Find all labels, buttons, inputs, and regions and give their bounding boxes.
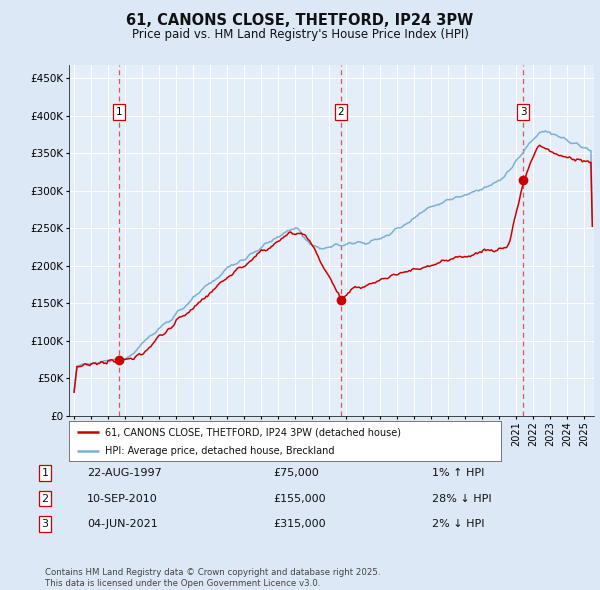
Text: 61, CANONS CLOSE, THETFORD, IP24 3PW (detached house): 61, CANONS CLOSE, THETFORD, IP24 3PW (de… <box>105 427 401 437</box>
Text: 61, CANONS CLOSE, THETFORD, IP24 3PW: 61, CANONS CLOSE, THETFORD, IP24 3PW <box>127 13 473 28</box>
Text: HPI: Average price, detached house, Breckland: HPI: Average price, detached house, Brec… <box>105 445 334 455</box>
Text: Contains HM Land Registry data © Crown copyright and database right 2025.
This d: Contains HM Land Registry data © Crown c… <box>45 568 380 588</box>
Text: 2: 2 <box>338 107 344 117</box>
Text: 3: 3 <box>520 107 526 117</box>
Text: Price paid vs. HM Land Registry's House Price Index (HPI): Price paid vs. HM Land Registry's House … <box>131 28 469 41</box>
Text: 3: 3 <box>41 519 49 529</box>
Text: 10-SEP-2010: 10-SEP-2010 <box>87 494 158 503</box>
Text: £315,000: £315,000 <box>273 519 326 529</box>
Text: 2: 2 <box>41 494 49 503</box>
Text: £75,000: £75,000 <box>273 468 319 478</box>
Text: 2% ↓ HPI: 2% ↓ HPI <box>432 519 485 529</box>
Text: 1% ↑ HPI: 1% ↑ HPI <box>432 468 484 478</box>
Text: 22-AUG-1997: 22-AUG-1997 <box>87 468 162 478</box>
Text: £155,000: £155,000 <box>273 494 326 503</box>
Text: 1: 1 <box>116 107 122 117</box>
Text: 04-JUN-2021: 04-JUN-2021 <box>87 519 158 529</box>
Text: 28% ↓ HPI: 28% ↓ HPI <box>432 494 491 503</box>
Text: 1: 1 <box>41 468 49 478</box>
